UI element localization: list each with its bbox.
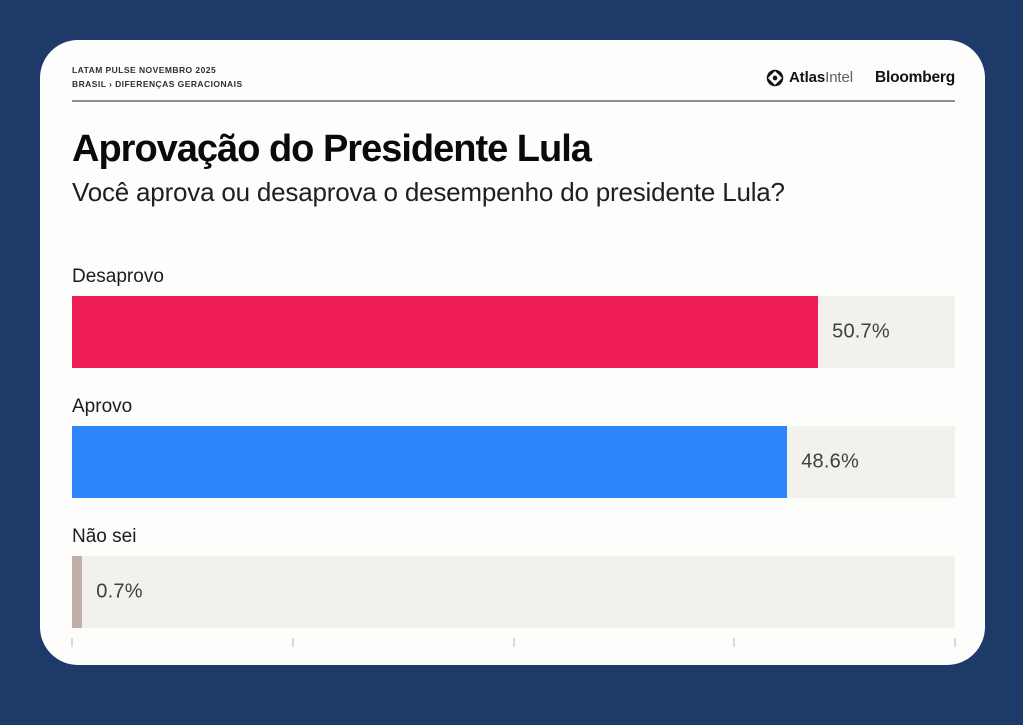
- bar-fill: [72, 555, 83, 628]
- report-card: LATAM PULSE NOVEMBRO 2025 BRASIL › DIFER…: [40, 40, 985, 665]
- bar-row: Não sei 0.7%: [72, 526, 955, 628]
- bar-track: 48.6%: [72, 425, 955, 498]
- bar-value-label: 0.7%: [96, 580, 143, 603]
- axis-tick: [71, 637, 73, 647]
- header-divider: [72, 100, 955, 103]
- brand-logos: AtlasIntel Bloomberg: [766, 69, 955, 87]
- survey-edition: LATAM PULSE NOVEMBRO 2025: [72, 65, 217, 75]
- atlas-text: Atlas: [788, 69, 826, 87]
- axis-tick: [512, 637, 515, 647]
- axis-ticks: [71, 637, 956, 650]
- bar-fill: [72, 425, 788, 498]
- intel-text: Intel: [825, 69, 853, 87]
- axis-tick: [733, 637, 736, 647]
- breadcrumb: BRASIL › DIFERENÇAS GERACIONAIS: [72, 78, 243, 89]
- survey-kicker: LATAM PULSE NOVEMBRO 2025 BRASIL › DIFER…: [72, 64, 243, 91]
- bar-track: 0.7%: [72, 555, 955, 628]
- axis-tick: [291, 637, 294, 647]
- question-subtitle: Você aprova ou desaprova o desempenho do…: [72, 176, 785, 207]
- approval-bar-chart: Desaprovo 50.7% Aprovo 48.6% Não sei 0.7…: [71, 266, 956, 650]
- atlasintel-logo-icon: [766, 69, 784, 87]
- bar-value-label: 48.6%: [801, 450, 859, 473]
- bar-value-label: 50.7%: [832, 320, 890, 343]
- card-header: LATAM PULSE NOVEMBRO 2025 BRASIL › DIFER…: [72, 64, 955, 91]
- bar-fill: [72, 295, 819, 368]
- page-title: Aprovação do Presidente Lula: [72, 128, 592, 171]
- bar-track: 50.7%: [72, 295, 955, 368]
- atlasintel-logo: AtlasIntel: [766, 69, 853, 87]
- atlasintel-wordmark: AtlasIntel: [789, 69, 853, 86]
- bar-rows: Desaprovo 50.7% Aprovo 48.6% Não sei 0.7…: [72, 266, 955, 628]
- bloomberg-logo: Bloomberg: [874, 68, 955, 86]
- bar-category-label: Desaprovo: [72, 265, 164, 287]
- axis-tick: [954, 637, 956, 647]
- bar-row: Aprovo 48.6%: [72, 396, 955, 498]
- bar-category-label: Aprovo: [72, 395, 133, 417]
- bar-row: Desaprovo 50.7%: [72, 266, 955, 368]
- bar-category-label: Não sei: [72, 525, 137, 547]
